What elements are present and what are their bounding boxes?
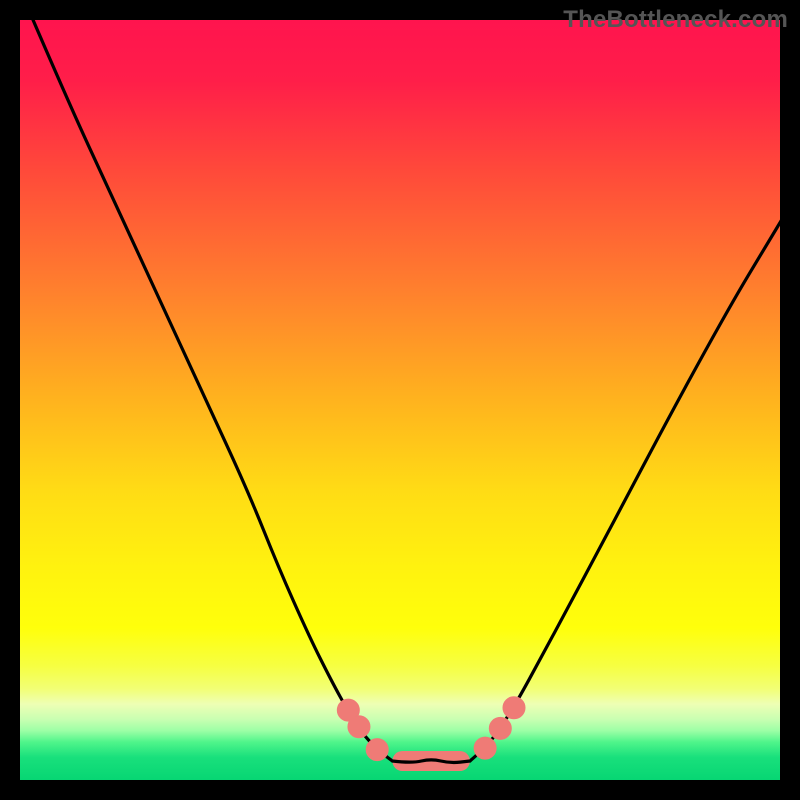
marker-left-1 — [348, 716, 370, 738]
gradient-curve-svg — [0, 0, 800, 800]
marker-left-2 — [366, 739, 388, 761]
marker-right-2 — [503, 697, 525, 719]
gradient-panel — [20, 20, 780, 780]
marker-right-1 — [489, 717, 511, 739]
marker-right-0 — [474, 737, 496, 759]
chart-stage: TheBottleneck.com — [0, 0, 800, 800]
